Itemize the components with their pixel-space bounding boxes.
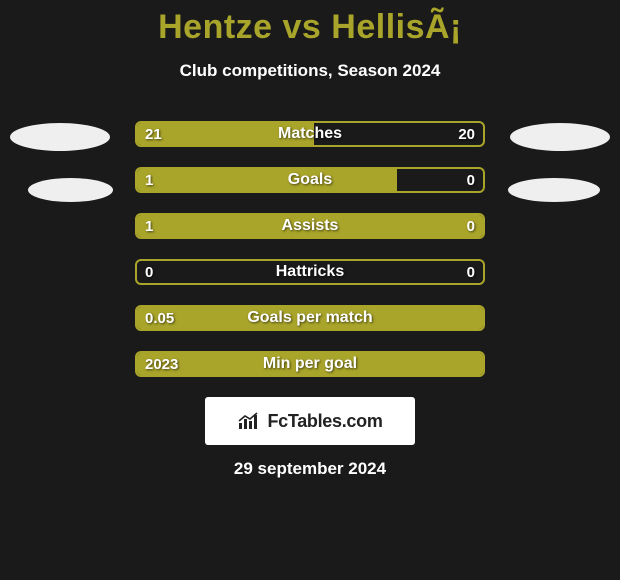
stats-container: 2120Matches10Goals10Assists00Hattricks0.… <box>135 121 485 377</box>
stat-row: 0.05Goals per match <box>135 305 485 331</box>
footer-date: 29 september 2024 <box>0 459 620 479</box>
stat-fill-left <box>137 123 314 145</box>
stat-row: 2120Matches <box>135 121 485 147</box>
comparison-infographic: Hentze vs HellisÃ¡ Club competitions, Se… <box>0 0 620 580</box>
stat-fill-left <box>137 353 483 375</box>
stat-fill-left <box>137 169 397 191</box>
stat-value-left: 0 <box>137 261 161 283</box>
logo-text: FcTables.com <box>267 411 382 432</box>
page-subtitle: Club competitions, Season 2024 <box>0 61 620 81</box>
stat-value-right: 20 <box>450 123 483 145</box>
stat-label: Hattricks <box>137 261 483 283</box>
logo-box: FcTables.com <box>205 397 415 445</box>
stat-row: 0 0Hattricks <box>135 259 485 285</box>
stat-row: 10Assists <box>135 213 485 239</box>
stat-row: 2023Min per goal <box>135 351 485 377</box>
stat-value-right: 0 <box>459 169 483 191</box>
page-title: Hentze vs HellisÃ¡ <box>0 0 620 47</box>
decorative-ellipse <box>510 123 610 151</box>
logo: FcTables.com <box>237 411 382 432</box>
fctables-icon <box>237 411 263 431</box>
stat-fill-left <box>137 215 483 237</box>
decorative-ellipse <box>28 178 113 202</box>
decorative-ellipse <box>10 123 110 151</box>
stat-fill-left <box>137 307 483 329</box>
decorative-ellipse <box>508 178 600 202</box>
stat-value-right: 0 <box>459 261 483 283</box>
stat-row: 10Goals <box>135 167 485 193</box>
